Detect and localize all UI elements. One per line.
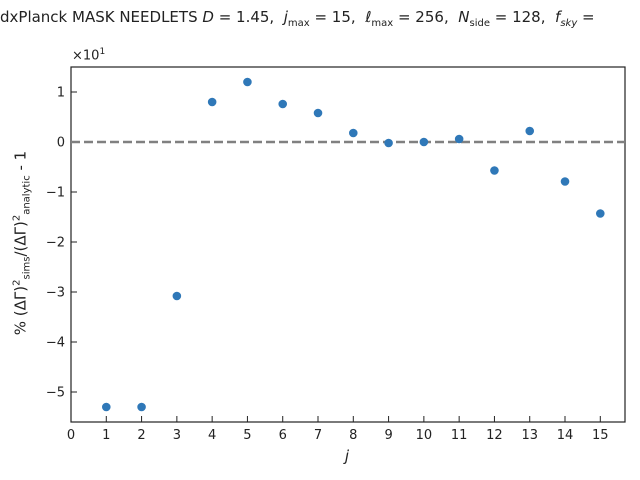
data-point <box>490 166 499 175</box>
data-point <box>419 137 429 147</box>
y-tick-label: 1 <box>57 86 65 101</box>
data-point <box>243 77 252 87</box>
x-tick-label: 12 <box>486 428 503 443</box>
x-tick-label: 13 <box>521 428 538 443</box>
data-point <box>313 108 323 118</box>
x-tick-label: 1 <box>102 428 110 443</box>
x-tick-label: 0 <box>67 428 75 443</box>
x-tick-label: 5 <box>243 428 251 443</box>
data-point <box>172 291 182 301</box>
x-tick-label: 14 <box>557 428 574 443</box>
data-point <box>207 97 217 107</box>
y-tick-label: −3 <box>46 286 65 301</box>
x-tick-label: 8 <box>349 428 357 443</box>
y-axis-multiplier: ×101 <box>72 47 106 64</box>
data-point <box>454 134 464 144</box>
data-point <box>278 99 288 109</box>
x-tick-label: 10 <box>416 428 433 443</box>
y-tick-label: 0 <box>57 136 65 151</box>
data-point <box>525 126 535 136</box>
data-point <box>101 402 111 412</box>
x-tick-label: 15 <box>592 428 609 443</box>
plot-frame <box>70 66 626 423</box>
y-tick-label: −4 <box>46 336 65 351</box>
y-tick-label: −1 <box>46 186 65 201</box>
x-tick-label: 4 <box>208 428 216 443</box>
x-axis-label: j <box>344 447 350 465</box>
x-tick-label: 9 <box>384 428 392 443</box>
chart-title: dxPlanck MASK NEEDLETS D = 1.45, jmax = … <box>0 8 595 29</box>
y-axis-label: % (ΔΓ)2sims/(ΔΓ)2analytic - 1 <box>11 150 33 336</box>
axes-layer: 0 1 2 3 4 5 6 7 8 9 10 11 12 13 14 15−5−4−3−2−101 <box>46 66 626 443</box>
y-tick-label: −2 <box>46 236 65 251</box>
data-point <box>348 128 358 138</box>
data-point <box>595 209 605 218</box>
x-tick-label: 3 <box>173 428 181 443</box>
y-tick-label: −5 <box>46 386 65 401</box>
x-tick-label: 7 <box>314 428 322 443</box>
points-layer <box>101 77 605 412</box>
x-tick-label: 11 <box>451 428 468 443</box>
data-point <box>137 402 146 412</box>
x-tick-label: 2 <box>137 428 145 443</box>
x-tick-label: 6 <box>279 428 287 443</box>
data-point <box>384 138 393 148</box>
data-point <box>560 177 570 186</box>
